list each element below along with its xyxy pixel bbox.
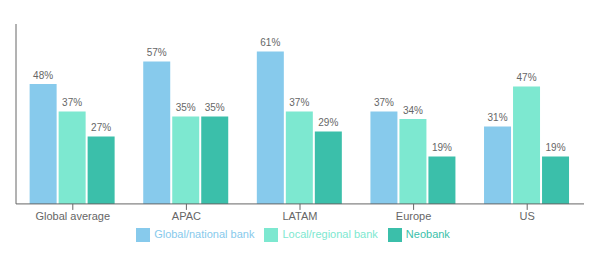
svg-text:29%: 29% xyxy=(318,117,338,128)
svg-text:37%: 37% xyxy=(62,97,82,108)
svg-text:37%: 37% xyxy=(374,97,394,108)
svg-text:47%: 47% xyxy=(517,72,537,83)
svg-text:Global average: Global average xyxy=(35,210,110,222)
svg-text:57%: 57% xyxy=(147,47,167,58)
svg-text:APAC: APAC xyxy=(172,210,201,222)
svg-text:61%: 61% xyxy=(260,37,280,48)
html-text:Neobank: Neobank xyxy=(405,227,450,240)
svg-text:35%: 35% xyxy=(176,102,196,113)
svg-text:34%: 34% xyxy=(403,105,423,116)
svg-text:48%: 48% xyxy=(33,70,53,81)
html-text:Local/regional bank: Local/regional bank xyxy=(282,227,378,240)
html-text:Global/national bank: Global/national bank xyxy=(154,227,255,240)
svg-text:31%: 31% xyxy=(488,112,508,123)
svg-text:27%: 27% xyxy=(91,122,111,133)
svg-text:LATAM: LATAM xyxy=(282,210,317,222)
svg-text:Europe: Europe xyxy=(396,210,431,222)
svg-text:US: US xyxy=(520,210,535,222)
svg-text:37%: 37% xyxy=(289,97,309,108)
svg-text:35%: 35% xyxy=(205,102,225,113)
svg-text:19%: 19% xyxy=(546,142,566,153)
svg-text:19%: 19% xyxy=(432,142,452,153)
